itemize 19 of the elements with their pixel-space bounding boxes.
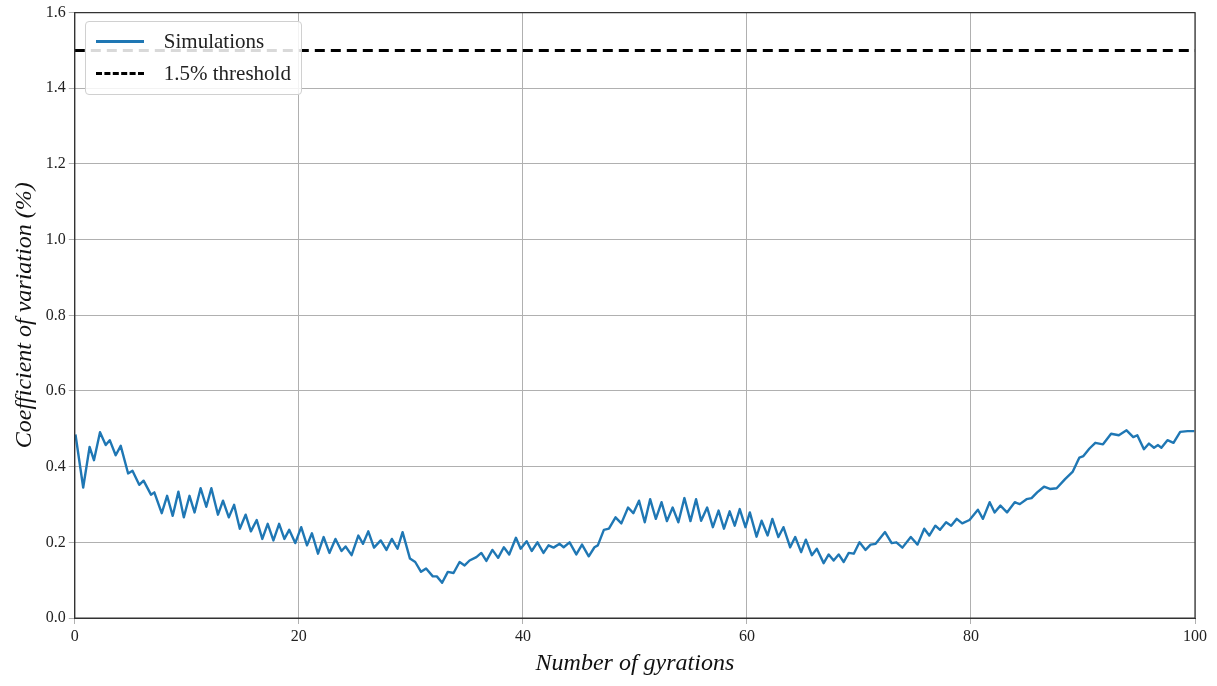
- x-tick-label: 80: [962, 626, 979, 644]
- y-tick-label: 0.6: [45, 381, 66, 399]
- y-tick-label: 1.4: [45, 78, 66, 96]
- y-tick-label: 0.0: [45, 608, 66, 626]
- y-tick-label: 0.2: [45, 532, 66, 550]
- y-tick-label: 0.4: [45, 456, 66, 474]
- y-tick-label: 1.0: [45, 229, 66, 247]
- y-tick-label: 0.8: [45, 305, 66, 323]
- x-tick-label: 60: [738, 626, 755, 644]
- y-axis-title: Coefficient of variation (%): [9, 182, 36, 449]
- x-tick-label: 0: [70, 626, 79, 644]
- x-tick-label: 20: [290, 626, 307, 644]
- x-axis-title: Number of gyrations: [534, 648, 735, 675]
- y-tick-label: 1.2: [45, 154, 66, 172]
- legend-label: Simulations: [163, 29, 265, 55]
- x-tick-label: 40: [514, 626, 531, 644]
- x-tick-label: 100: [1183, 626, 1207, 644]
- y-tick-label: 1.6: [45, 2, 66, 20]
- legend-label: 1.5% threshold: [163, 61, 291, 87]
